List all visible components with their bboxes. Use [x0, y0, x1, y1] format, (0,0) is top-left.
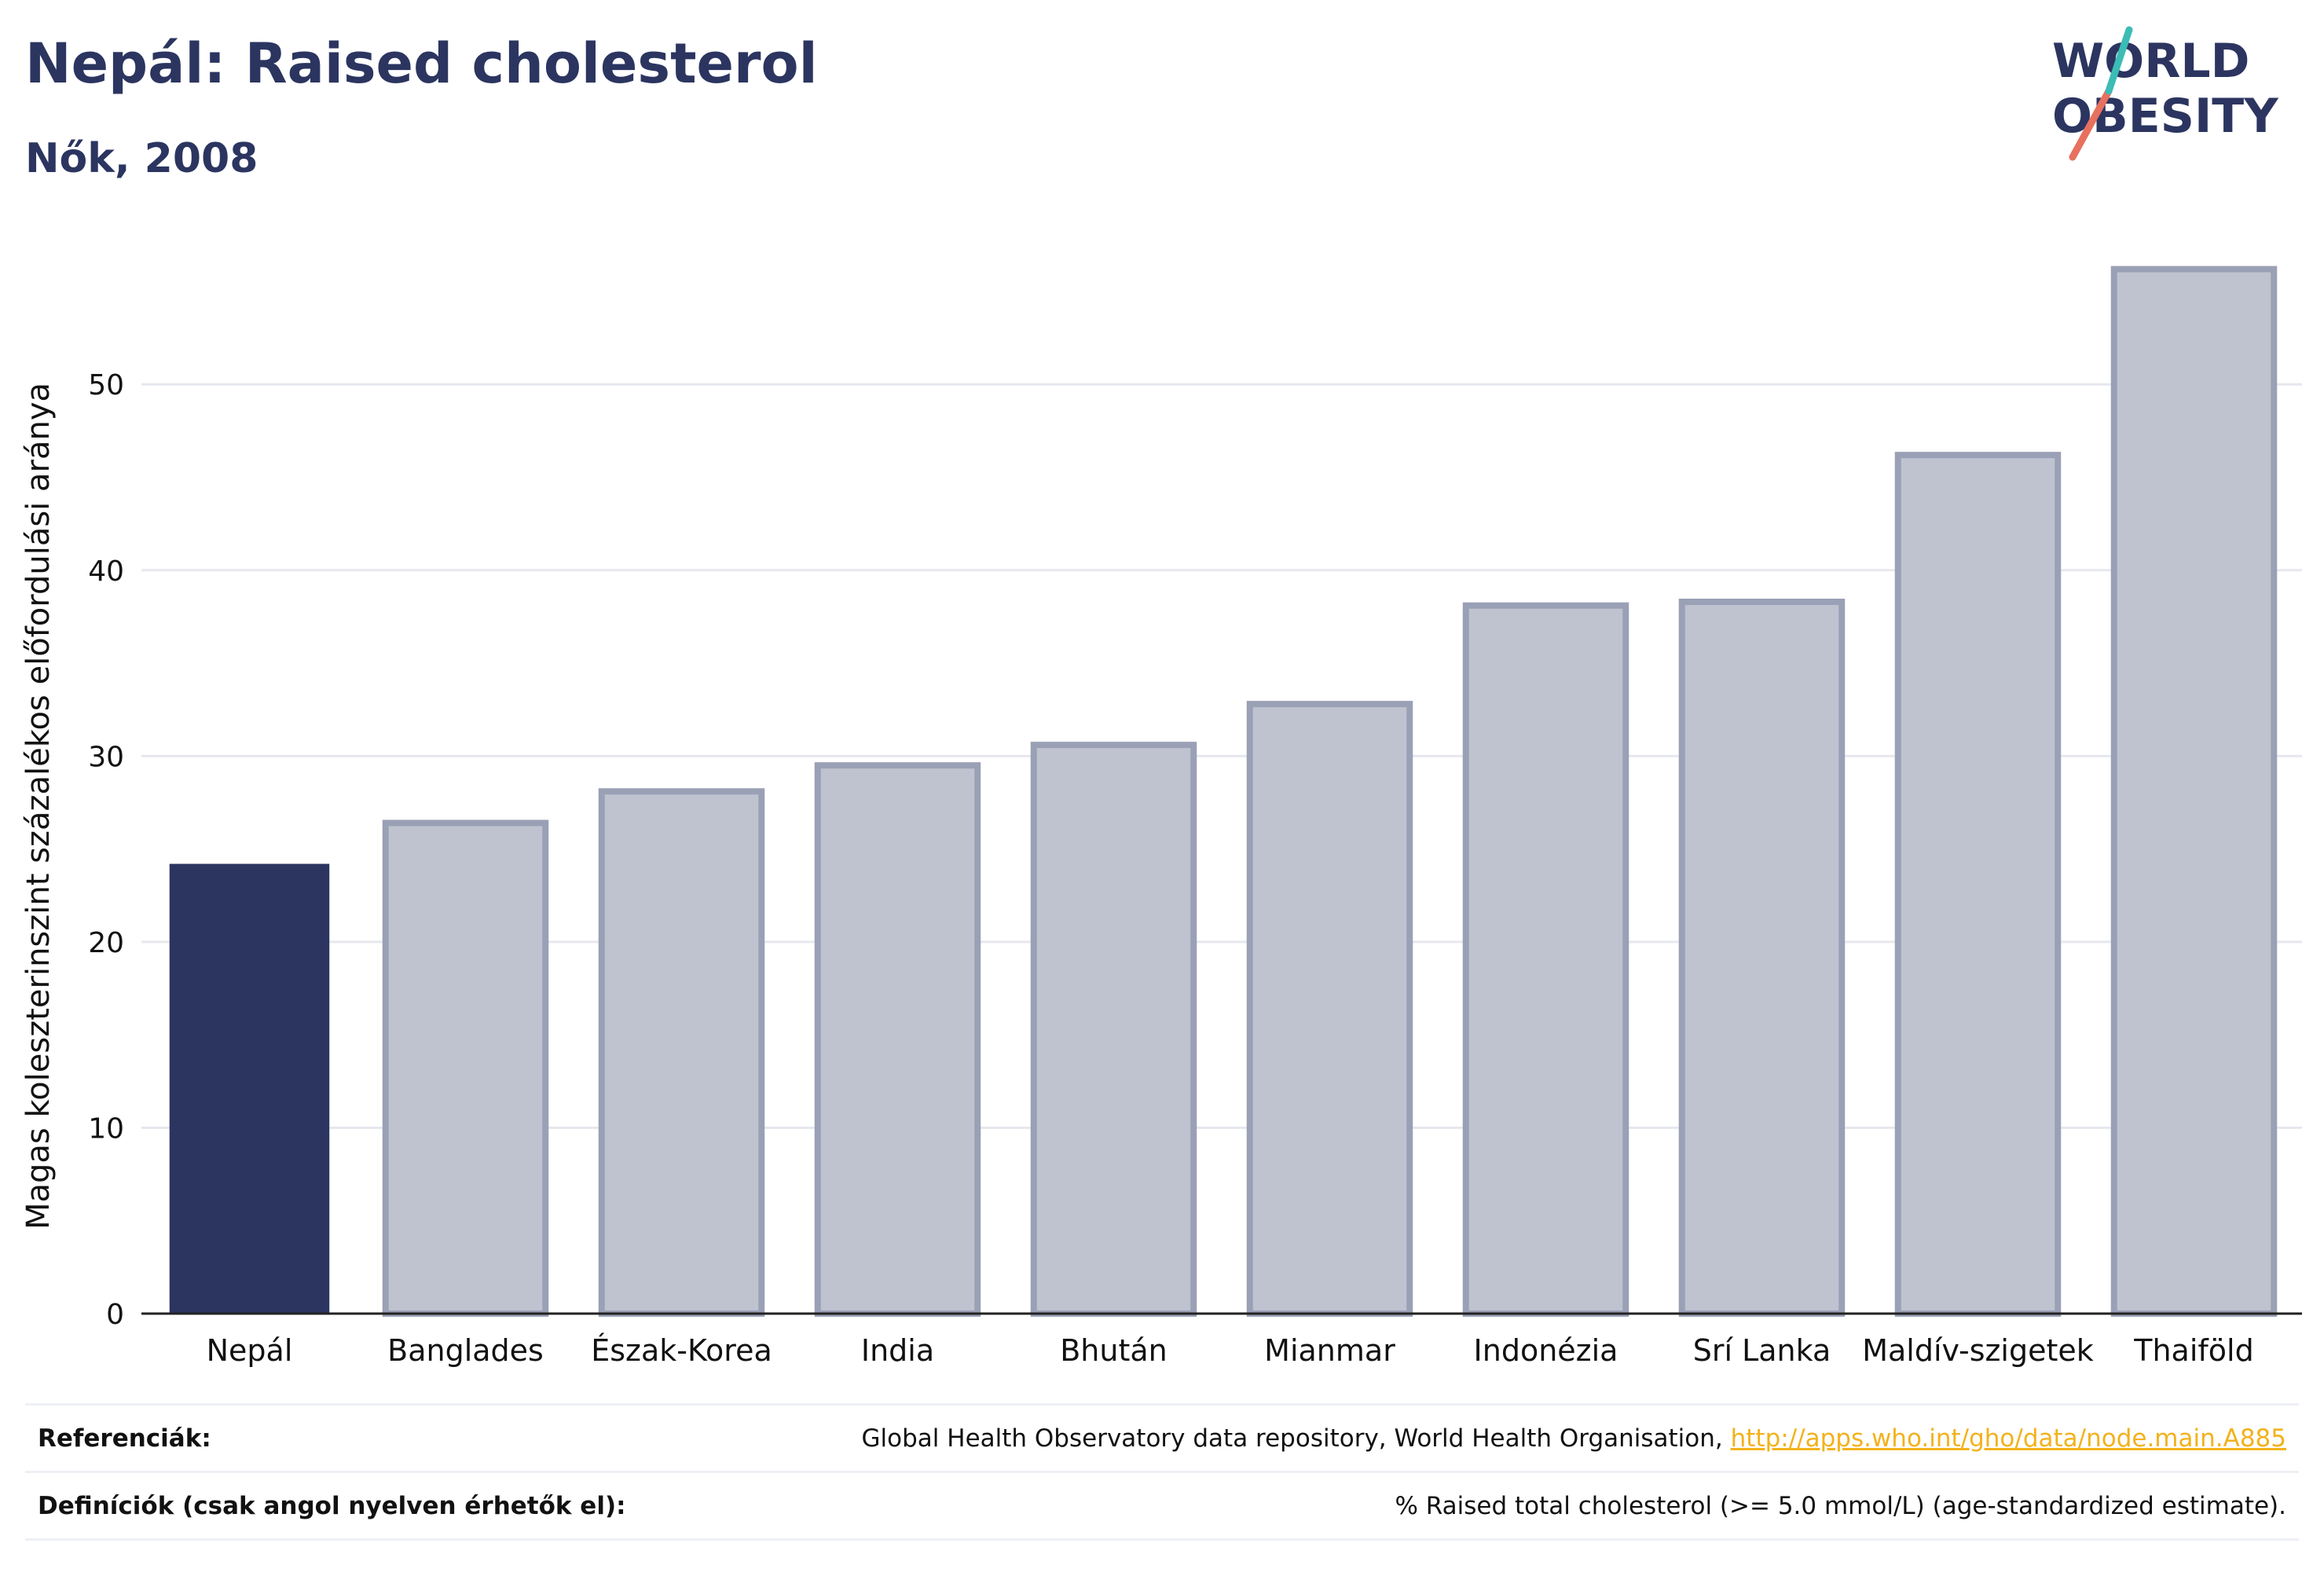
bar-Mianmar	[1246, 701, 1413, 1317]
y-tick-label: 20	[88, 927, 124, 959]
y-axis-title: Magas koleszterinszint százalékos előfor…	[20, 383, 57, 1230]
y-tick-label: 30	[88, 741, 124, 773]
references-value: Global Health Observatory data repositor…	[862, 1424, 2299, 1453]
x-tick-label: India	[861, 1333, 934, 1368]
bar-Észak-Korea	[598, 788, 765, 1317]
references-text: Global Health Observatory data repositor…	[861, 1424, 1731, 1453]
x-tick-label: Maldív-szigetek	[1862, 1333, 2094, 1368]
bar-Maldív-szigetek	[1894, 452, 2062, 1318]
world-obesity-logo: WORLD OBESITY	[2052, 26, 2279, 161]
x-tick-label: Thaiföld	[2133, 1333, 2253, 1368]
axis-layer: 0 10 20 30 40 50 Nepál Banglades Észak-Korea Indi…	[88, 369, 2302, 1368]
references-row: Referenciák: Global Health Observatory d…	[25, 1406, 2299, 1471]
definitions-text: % Raised total cholesterol (>= 5.0 mmol/…	[1395, 1492, 2286, 1520]
y-tick-label: 50	[88, 369, 124, 401]
x-tick-label: Banglades	[387, 1333, 544, 1368]
footer-divider-middle	[25, 1471, 2299, 1473]
x-tick-label: Nepál	[207, 1333, 293, 1368]
definitions-label: Definíciók (csak angol nyelven érhetők e…	[38, 1492, 626, 1520]
definitions-row: Definíciók (csak angol nyelven érhetők e…	[25, 1474, 2299, 1538]
references-link[interactable]: http://apps.who.int/gho/data/node.main.A…	[1730, 1424, 2286, 1453]
logo-line2: OBESITY	[2052, 89, 2279, 144]
y-tick-label: 10	[88, 1112, 124, 1145]
y-tick-label: 0	[106, 1299, 124, 1331]
chart-title: Nepál: Raised cholesterol	[25, 31, 818, 96]
bar-India	[814, 762, 981, 1317]
logo-slash-teal	[2105, 26, 2133, 95]
footer-divider-top	[25, 1403, 2299, 1406]
bar-Thaiföld	[2110, 266, 2278, 1317]
x-tick-label: Bhután	[1060, 1333, 1167, 1368]
logo-line1: WORLD	[2052, 34, 2249, 89]
chart-subtitle: Nők, 2008	[25, 135, 258, 182]
bar-Indonézia	[1462, 602, 1629, 1317]
x-tick-label: Észak-Korea	[591, 1333, 772, 1368]
y-tick-label: 40	[88, 555, 124, 588]
logo-slash-coral	[2069, 87, 2113, 161]
x-tick-label: Indonézia	[1474, 1333, 1618, 1368]
footer-divider-bottom	[25, 1538, 2299, 1541]
bar-Nepál	[169, 863, 330, 1314]
x-tick-label: Mianmar	[1264, 1333, 1395, 1368]
x-tick-label: Srí Lanka	[1693, 1333, 1831, 1368]
bars-layer	[169, 266, 2278, 1318]
bar-Banglades	[382, 819, 549, 1317]
references-label: Referenciák:	[38, 1424, 211, 1453]
bar-chart: 0 10 20 30 40 50 Nepál Banglades Észak-Korea Indi…	[20, 266, 2302, 1368]
bar-Bhután	[1030, 742, 1197, 1317]
bar-Srí Lanka	[1678, 599, 1846, 1317]
